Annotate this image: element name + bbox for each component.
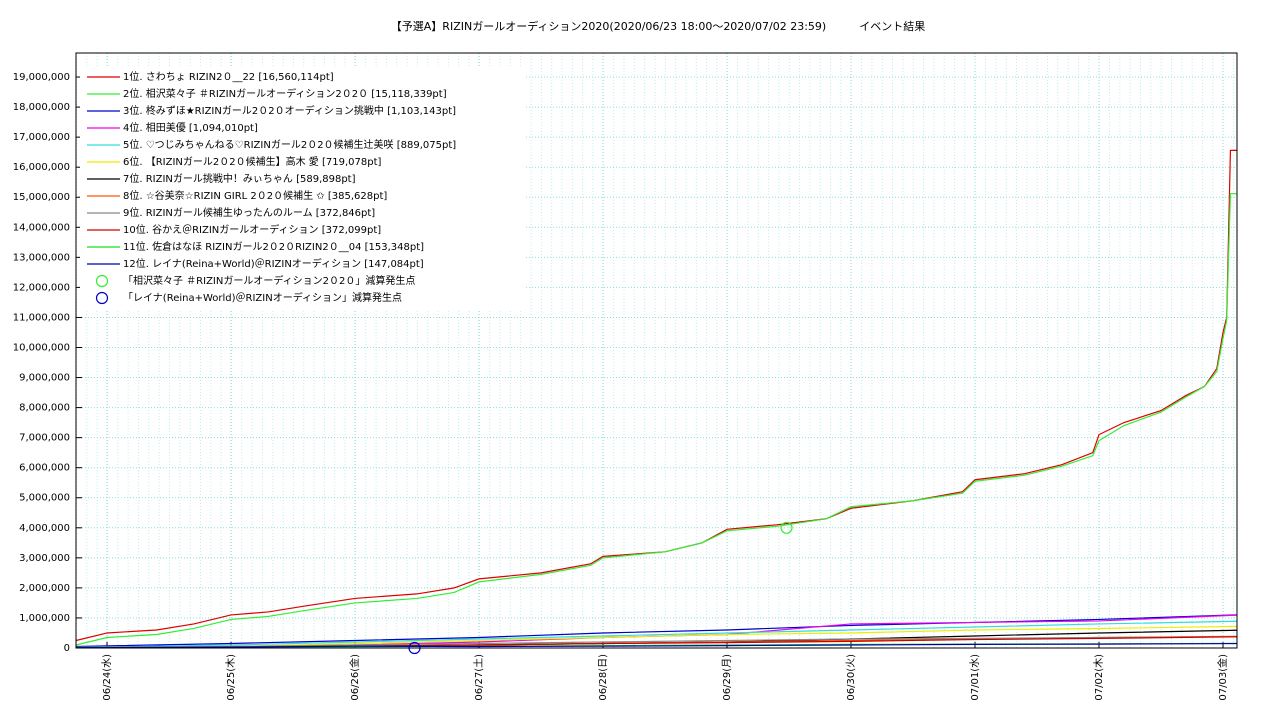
y-tick-label: 19,000,000 [13, 72, 70, 83]
x-tick-label: 07/03(金) [1216, 654, 1229, 701]
legend-box [80, 66, 525, 310]
y-tick-label: 0 [64, 643, 70, 654]
y-tick-label: 4,000,000 [19, 523, 70, 534]
legend-label: 3位. 柊みずほ★RIZINガール2０2０オーディション挑戦中 [1,103,1… [123, 104, 456, 117]
y-tick-label: 1,000,000 [19, 613, 70, 624]
y-tick-label: 6,000,000 [19, 463, 70, 474]
y-tick-label: 10,000,000 [13, 342, 70, 353]
series-line [75, 614, 1238, 648]
legend-label: 11位. 佐倉はなほ RIZINガール2０2０RIZIN2０__04 [153,… [123, 240, 424, 253]
y-tick-label: 16,000,000 [13, 162, 70, 173]
x-tick-label: 06/29(月) [721, 654, 733, 701]
marker [780, 521, 793, 534]
y-tick-label: 8,000,000 [19, 403, 70, 414]
x-tick-label: 06/24(水) [101, 654, 113, 701]
legend-marker [95, 291, 109, 305]
y-tick-label: 12,000,000 [13, 282, 70, 293]
x-tick-label: 07/01(水) [969, 654, 981, 701]
x-tick-label: 06/28(日) [598, 654, 609, 701]
y-tick-label: 17,000,000 [13, 132, 70, 143]
legend-label: 9位. RIZINガール候補生ゆったんのルーム [372,846pt] [123, 206, 375, 219]
legend-label: 「レイナ(Reina+World)＠RIZINオーディション」減算発生点 [123, 291, 402, 304]
legend-label: 10位. 谷かえ＠RIZINガールオーディション [372,099pt] [123, 223, 381, 236]
x-tick-label: 06/30(火) [845, 654, 857, 701]
series-line [75, 636, 1238, 649]
series-line [75, 620, 1238, 648]
x-tick-label: 06/27(土) [472, 654, 485, 701]
legend-label: 6位. 【RIZINガール2０2０候補生】高木 愛 [719,078pt] [123, 155, 382, 168]
series-line [75, 642, 1238, 649]
y-tick-label: 2,000,000 [19, 583, 70, 594]
series-line [75, 625, 1238, 649]
legend-label: 7位. RIZINガール挑戦中！みぃちゃん [589,898pt] [123, 172, 356, 185]
series-line [75, 193, 1237, 646]
y-tick-label: 5,000,000 [19, 493, 70, 504]
y-tick-label: 3,000,000 [19, 553, 70, 564]
x-tick-label: 06/26(金) [348, 654, 361, 701]
y-tick-label: 9,000,000 [19, 373, 70, 384]
y-tick-label: 18,000,000 [13, 102, 70, 113]
x-tick-label: 06/25(木) [225, 654, 237, 701]
legend-label: 4位. 相田美優 [1,094,010pt] [123, 121, 258, 134]
y-tick-label: 15,000,000 [13, 192, 70, 203]
plot-frame [75, 52, 1238, 649]
legend-label: 8位. ☆谷美奈☆RIZIN GIRL 2０2０候補生 ✩ [385,628pt… [123, 189, 387, 202]
y-tick-label: 14,000,000 [13, 222, 70, 233]
legend-label: 「相沢菜々子 ＃RIZINガールオーディション2０2０」減算発生点 [123, 274, 415, 287]
legend-marker [95, 274, 109, 288]
y-tick-label: 11,000,000 [13, 312, 70, 323]
legend-label: 1位. さわちょ RIZIN2０__22 [16,560,114pt] [123, 70, 334, 83]
legend-label: 12位. レイナ(Reina+World)＠RIZINオーディション [147,… [123, 257, 424, 270]
y-tick-label: 13,000,000 [13, 252, 70, 263]
series-line [75, 149, 1237, 642]
y-tick-label: 7,000,000 [19, 433, 70, 444]
legend-label: 2位. 相沢菜々子 ＃RIZINガールオーディション2０2０ [15,118,3… [123, 87, 447, 100]
legend-label: 5位. ♡つじみちゃんねる♡RIZINガール2０2０候補生辻美咲 [889,07… [123, 138, 456, 151]
x-tick-label: 07/02(木) [1093, 654, 1105, 701]
chart-title: 【予選A】RIZINガールオーディション2020(2020/06/23 18:0… [391, 19, 925, 33]
